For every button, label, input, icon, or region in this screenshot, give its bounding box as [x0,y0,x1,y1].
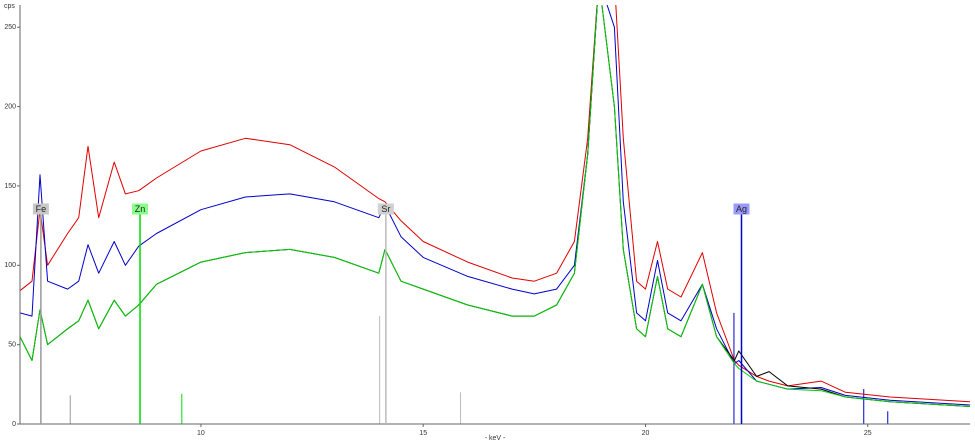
series-line [20,5,970,406]
element-box [733,203,750,215]
y-axis-label: cps [4,3,15,10]
element-box [32,203,49,215]
plot-area [20,5,970,424]
series-line [20,5,970,407]
x-tick-label: 15 [419,430,427,437]
x-tick-label: 25 [864,430,872,437]
element-box [132,203,149,215]
series-line [20,5,970,403]
element-box [377,203,394,215]
element-label: Sr [381,204,390,214]
y-tick-label: 250 [4,24,16,31]
element-label: Fe [36,204,47,214]
series-line [20,5,970,407]
x-axis-label: - keV - [485,435,506,442]
y-tick-label: 150 [4,183,16,190]
element-label: Zn [135,204,146,214]
y-tick-label: 200 [4,103,16,110]
x-tick-label: 20 [642,430,650,437]
y-tick-label: 0 [12,421,16,428]
y-tick-label: 100 [4,262,16,269]
y-tick-label: 50 [8,341,16,348]
x-tick-label: 10 [197,430,205,437]
element-label: Ag [736,204,747,214]
